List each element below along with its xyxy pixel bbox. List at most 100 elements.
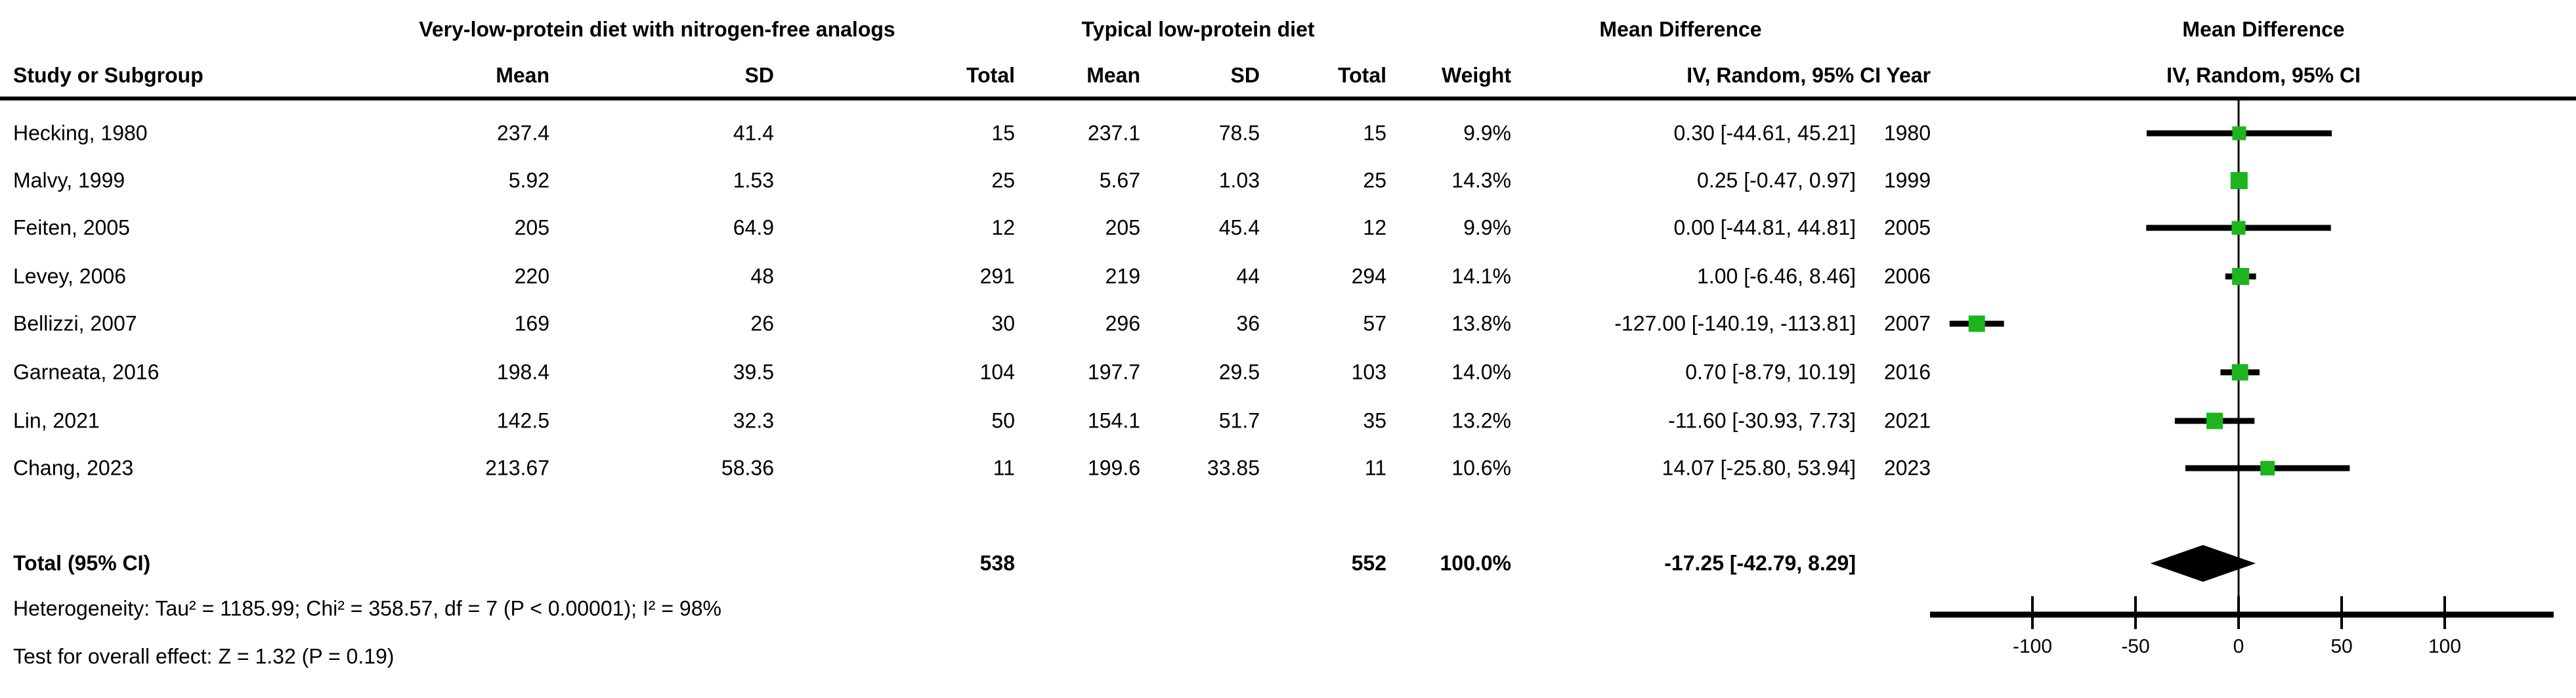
axis-tick-label: -100 xyxy=(2012,636,2053,657)
mean-difference-right-header: Mean Difference xyxy=(2182,17,2345,41)
year-cell: 2023 xyxy=(1883,456,1931,480)
sd2-cell: 1.03 xyxy=(1218,168,1260,192)
header-separator xyxy=(0,97,2576,100)
sd2-cell: 78.5 xyxy=(1218,121,1260,145)
effect-marker xyxy=(2231,221,2246,235)
total2-cell: 25 xyxy=(1363,168,1386,192)
column-header-study: Study or Subgroup xyxy=(13,63,204,87)
mean2-cell: 205 xyxy=(1105,215,1140,240)
mean-difference-left-header: Mean Difference xyxy=(1599,17,1762,41)
mean2-cell: 5.67 xyxy=(1099,168,1140,192)
summary-diamond xyxy=(2150,545,2256,582)
column-header-sd2: SD xyxy=(1230,63,1260,87)
mean1-cell: 237.4 xyxy=(496,121,549,145)
sd1-cell: 1.53 xyxy=(733,168,774,192)
column-header-sd1: SD xyxy=(744,63,774,87)
sd1-cell: 64.9 xyxy=(733,215,774,240)
mean2-cell: 219 xyxy=(1105,264,1140,288)
group2-header: Typical low-protein diet xyxy=(1081,17,1315,41)
sd1-cell: 58.36 xyxy=(721,456,774,480)
mean2-cell: 199.6 xyxy=(1087,456,1140,480)
total-row-weight: 100.0% xyxy=(1440,551,1511,575)
sd1-cell: 48 xyxy=(750,264,774,288)
heterogeneity-text: Heterogeneity: Tau² = 1185.99; Chi² = 35… xyxy=(13,596,721,621)
year-cell: 2006 xyxy=(1883,264,1931,288)
effect-marker xyxy=(2230,172,2248,189)
mean1-cell: 205 xyxy=(514,215,549,240)
study-label: Garneata, 2016 xyxy=(13,360,160,384)
weight-cell: 9.9% xyxy=(1463,215,1511,240)
ci-text-cell: 0.70 [-8.79, 10.19] xyxy=(1685,360,1856,384)
weight-cell: 13.8% xyxy=(1451,311,1511,336)
overall-effect-text: Test for overall effect: Z = 1.32 (P = 0… xyxy=(13,644,395,668)
total1-cell: 12 xyxy=(991,215,1015,240)
weight-cell: 10.6% xyxy=(1451,456,1511,480)
axis-tick-label: 50 xyxy=(2330,636,2353,657)
sd1-cell: 41.4 xyxy=(733,121,774,145)
study-label: Bellizzi, 2007 xyxy=(13,311,137,336)
sd1-cell: 39.5 xyxy=(733,360,774,384)
study-label: Chang, 2023 xyxy=(13,456,134,480)
mean1-cell: 198.4 xyxy=(496,360,549,384)
sd2-cell: 33.85 xyxy=(1207,456,1260,480)
sd2-cell: 29.5 xyxy=(1218,360,1260,384)
study-label: Hecking, 1980 xyxy=(13,121,148,145)
column-header-iv-year: IV, Random, 95% CI Year xyxy=(1686,63,1931,87)
column-header-iv-plot: IV, Random, 95% CI xyxy=(2166,63,2361,87)
study-label: Levey, 2006 xyxy=(13,264,126,288)
effect-marker xyxy=(2231,364,2248,381)
effect-marker xyxy=(2232,268,2250,285)
mean1-cell: 213.67 xyxy=(485,456,549,480)
weight-cell: 14.3% xyxy=(1451,168,1511,192)
sd2-cell: 36 xyxy=(1236,311,1260,336)
weight-cell: 14.1% xyxy=(1451,264,1511,288)
sd1-cell: 32.3 xyxy=(733,408,774,433)
total2-cell: 15 xyxy=(1363,121,1386,145)
sd1-cell: 26 xyxy=(750,311,774,336)
year-cell: 1980 xyxy=(1883,121,1931,145)
study-label: Malvy, 1999 xyxy=(13,168,125,192)
mean2-cell: 296 xyxy=(1105,311,1140,336)
effect-marker xyxy=(2206,412,2223,429)
mean2-cell: 154.1 xyxy=(1087,408,1140,433)
mean2-cell: 237.1 xyxy=(1087,121,1140,145)
column-header-mean1: Mean xyxy=(496,63,549,87)
effect-marker xyxy=(1968,315,1985,332)
total-row-total2: 552 xyxy=(1351,551,1386,575)
study-label: Lin, 2021 xyxy=(13,408,100,433)
total1-cell: 50 xyxy=(991,408,1015,433)
year-cell: 2021 xyxy=(1883,408,1931,433)
study-label: Feiten, 2005 xyxy=(13,215,130,240)
sd2-cell: 51.7 xyxy=(1218,408,1260,433)
total1-cell: 15 xyxy=(991,121,1015,145)
sd2-cell: 44 xyxy=(1236,264,1260,288)
effect-marker xyxy=(2232,126,2246,141)
mean1-cell: 220 xyxy=(514,264,549,288)
year-cell: 2007 xyxy=(1883,311,1931,336)
effect-marker xyxy=(2260,461,2275,475)
axis-tick-label: 100 xyxy=(2428,636,2462,657)
mean1-cell: 142.5 xyxy=(496,408,549,433)
total1-cell: 25 xyxy=(991,168,1015,192)
axis-tick-label: 0 xyxy=(2233,636,2244,657)
weight-cell: 13.2% xyxy=(1451,408,1511,433)
column-header-weight: Weight xyxy=(1441,63,1511,87)
sd2-cell: 45.4 xyxy=(1218,215,1260,240)
total1-cell: 104 xyxy=(979,360,1015,384)
year-cell: 1999 xyxy=(1883,168,1931,192)
total-row-total1: 538 xyxy=(979,551,1015,575)
total-row-label: Total (95% CI) xyxy=(13,551,151,575)
ci-text-cell: -11.60 [-30.93, 7.73] xyxy=(1668,408,1856,433)
total2-cell: 35 xyxy=(1363,408,1386,433)
axis-tick-label: -50 xyxy=(2121,636,2150,657)
total2-cell: 294 xyxy=(1351,264,1386,288)
year-cell: 2005 xyxy=(1883,215,1931,240)
mean2-cell: 197.7 xyxy=(1087,360,1140,384)
column-header-mean2: Mean xyxy=(1086,63,1140,87)
ci-text-cell: -127.00 [-140.19, -113.81] xyxy=(1614,311,1856,336)
mean1-cell: 5.92 xyxy=(508,168,549,192)
total2-cell: 11 xyxy=(1364,456,1386,480)
ci-text-cell: 0.30 [-44.61, 45.21] xyxy=(1673,121,1856,145)
